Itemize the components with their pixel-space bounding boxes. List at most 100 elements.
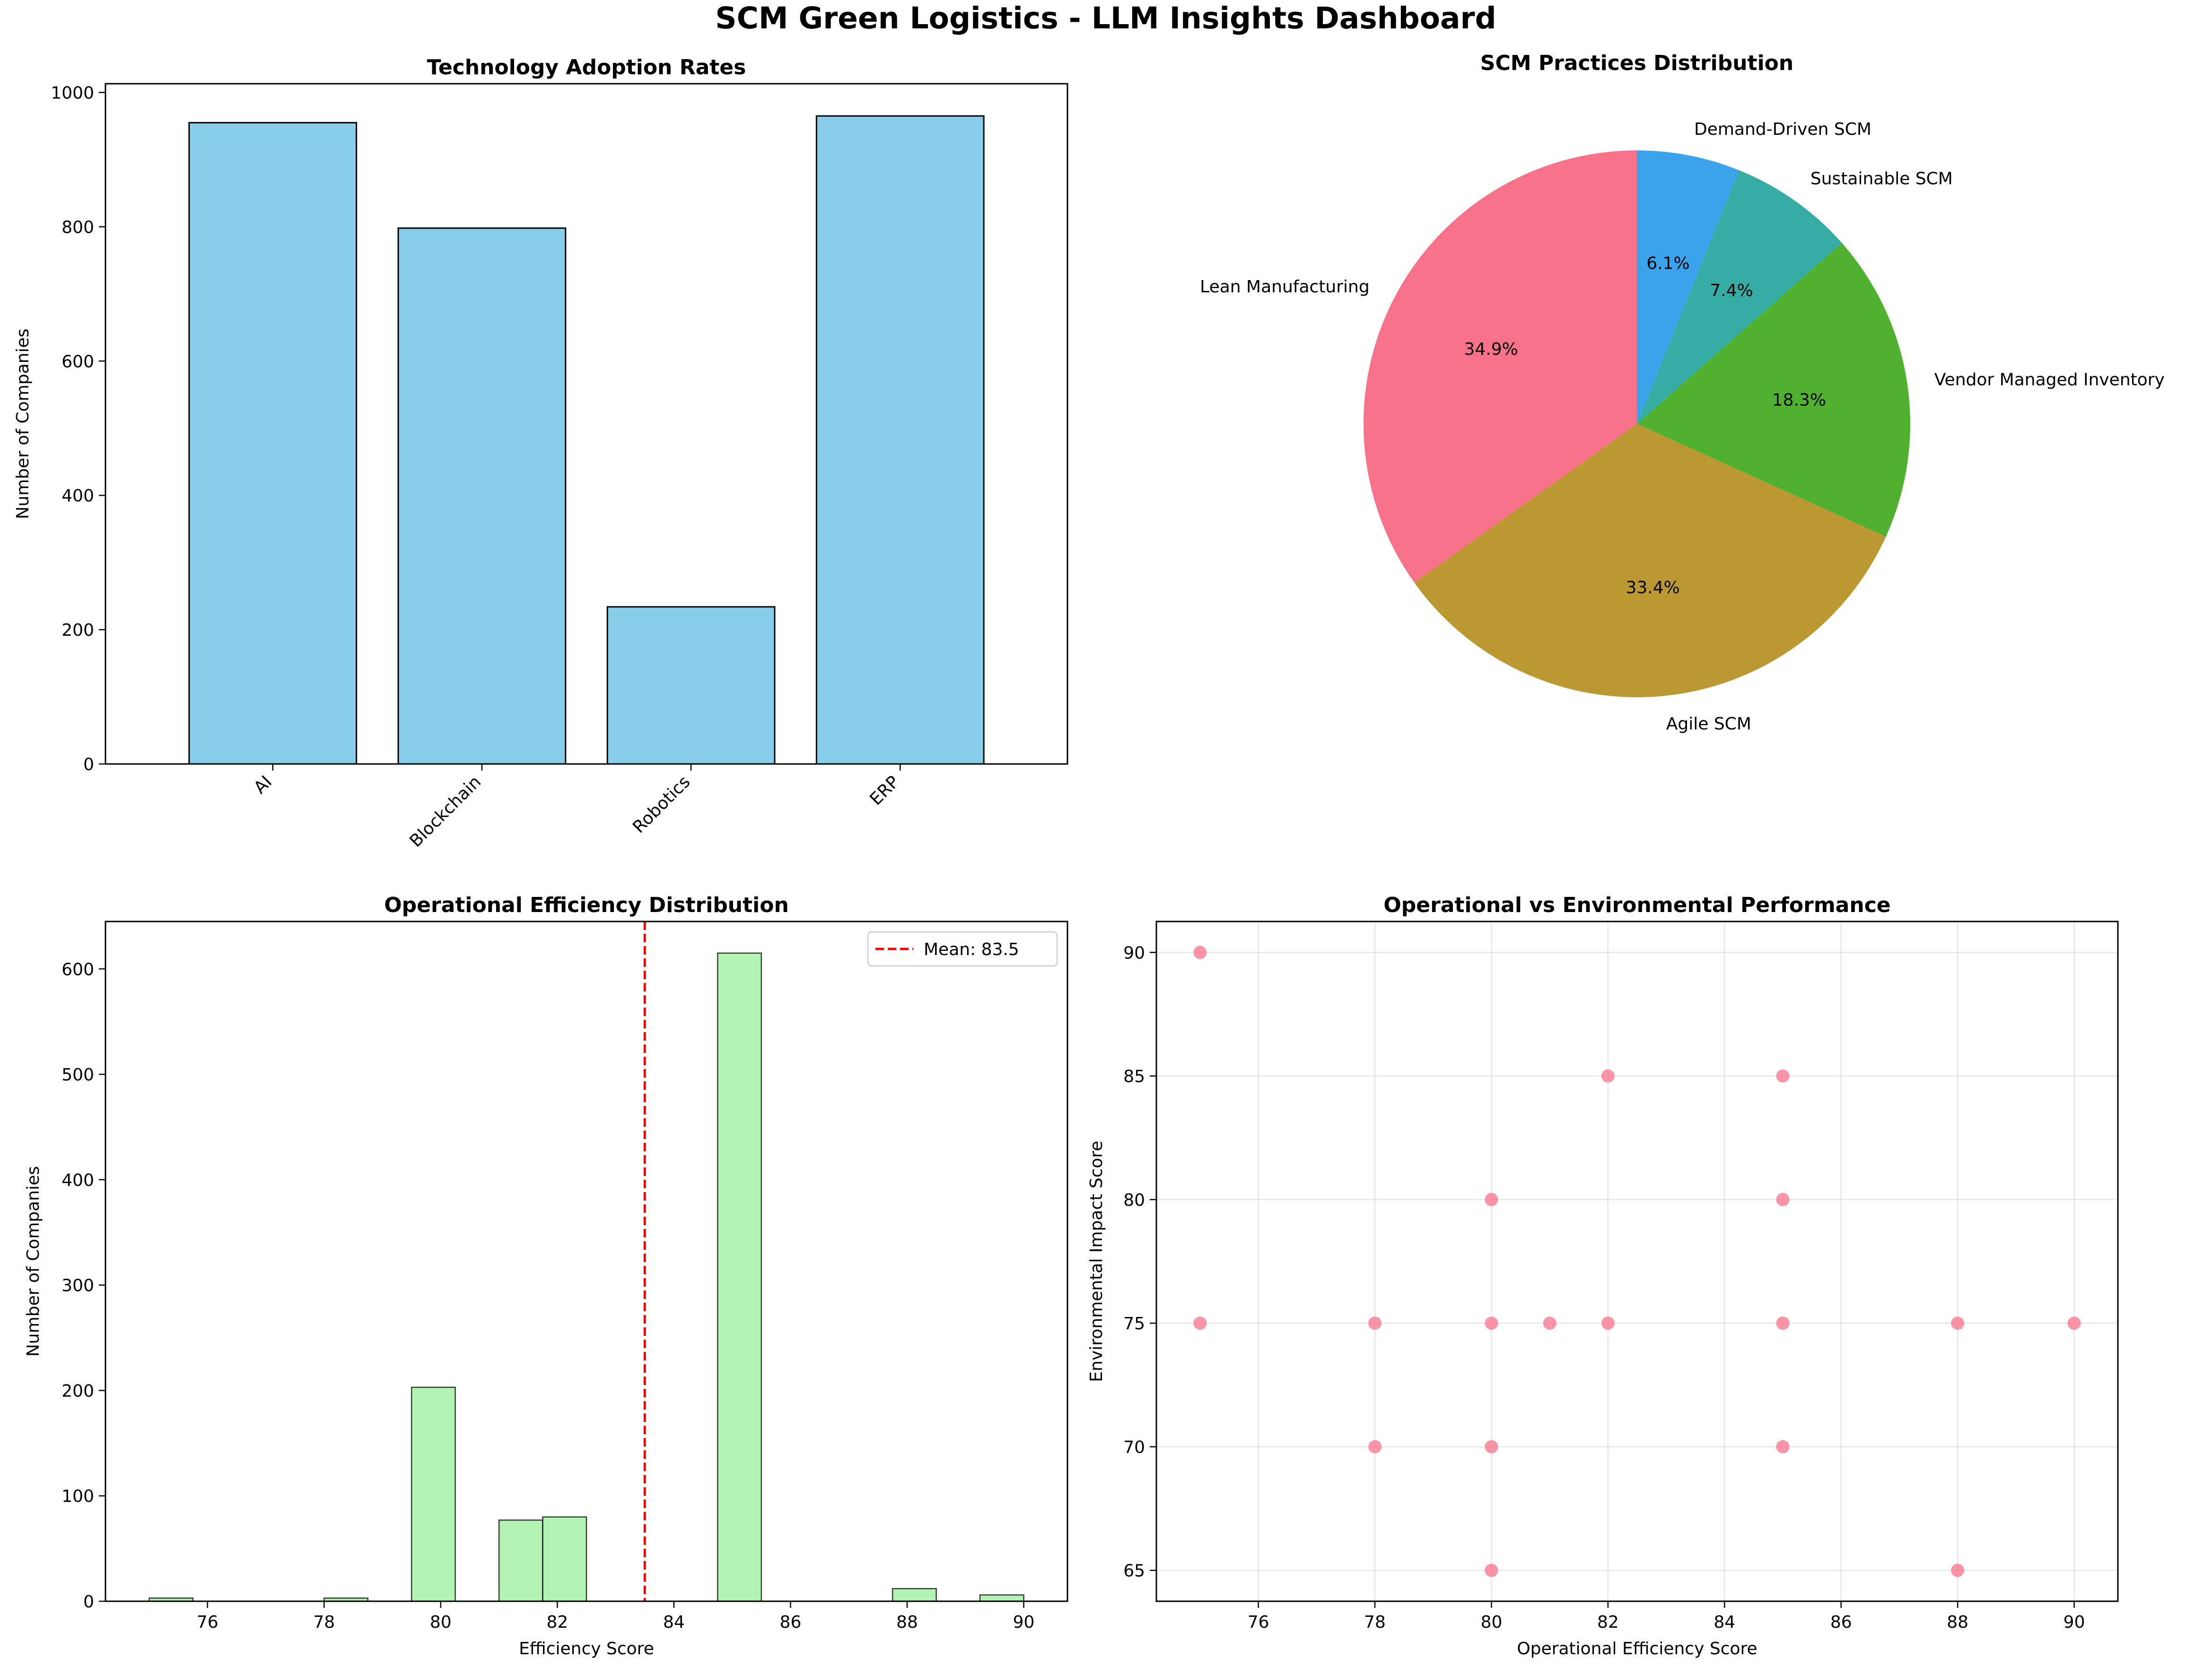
tech-y-tick-label: 800 — [61, 218, 94, 237]
scatter-point — [1193, 946, 1207, 959]
scatter-point — [1368, 1440, 1382, 1454]
pie-slice — [1364, 150, 1637, 583]
scatter-point — [1485, 1563, 1498, 1577]
hist-x-tick-label: 86 — [780, 1613, 802, 1632]
pie-pct-label: 7.4% — [1710, 281, 1753, 300]
scatter-point — [1193, 1316, 1207, 1330]
scatter-point — [1951, 1316, 1965, 1330]
scatter-y-tick-label: 90 — [1123, 943, 1145, 963]
tech-bar-erp — [815, 115, 985, 765]
scatter-point — [1601, 1316, 1615, 1330]
hist-legend: Mean: 83.5 — [867, 931, 1058, 967]
tech-tick-label: Blockchain — [406, 772, 485, 851]
tech-y-label: Number of Companies — [13, 328, 33, 519]
hist-y-tick-label: 100 — [61, 1487, 94, 1506]
scatter-point — [1776, 1316, 1790, 1330]
tech-tick-label: AI — [250, 772, 276, 798]
hist-x-label: Efficiency Score — [519, 1639, 654, 1658]
scatter-point — [2067, 1316, 2081, 1330]
scatter-chart-title: Operational vs Environmental Performance — [1383, 893, 1890, 917]
scatter-point — [1776, 1069, 1790, 1083]
scatter-point — [1776, 1440, 1790, 1454]
hist-y-tick-label: 400 — [61, 1171, 94, 1190]
pie-pct-label: 33.4% — [1626, 578, 1680, 597]
tech-y-tick-label: 0 — [83, 755, 94, 774]
hist-x-tick-label: 90 — [1013, 1613, 1035, 1632]
scatter-y-tick-label: 75 — [1123, 1314, 1145, 1334]
legend-label: Mean: 83.5 — [924, 940, 1019, 959]
pie-category-label: Agile SCM — [1666, 714, 1751, 734]
scatter-point — [1543, 1316, 1556, 1330]
tech-bar-ai — [188, 122, 358, 765]
pie-slice — [1637, 150, 1739, 424]
hist-x-tick-label: 78 — [313, 1613, 335, 1632]
hist-x-tick-label: 76 — [197, 1613, 219, 1632]
tech-axes-frame — [105, 83, 1068, 765]
pie-pct-label: 34.9% — [1464, 340, 1518, 359]
scatter-y-tick-label: 65 — [1123, 1562, 1145, 1581]
hist-y-tick-label: 0 — [83, 1592, 94, 1612]
scatter-x-label: Operational Efficiency Score — [1517, 1639, 1757, 1658]
histogram-bar — [411, 1386, 456, 1602]
dashboard-title: SCM Green Logistics - LLM Insights Dashb… — [715, 1, 1496, 35]
scatter-y-tick-label: 85 — [1123, 1067, 1145, 1087]
tech-tick-label: ERP — [866, 772, 903, 809]
scm-practices-chart: SCM Practices Distribution 34.9% Lean Manu… — [1200, 51, 2165, 734]
scatter-x-tick-label: 82 — [1597, 1613, 1619, 1632]
scatter-point — [1368, 1316, 1382, 1330]
tech-adoption-chart: AI Blockchain Robotics ERP 0 200 400 600 800 1000… — [13, 55, 1068, 851]
scatter-x-tick-label: 90 — [2063, 1613, 2085, 1632]
histogram-bar — [717, 952, 762, 1602]
pie-category-label: Vendor Managed Inventory — [1934, 370, 2165, 390]
tech-tick-label: Robotics — [629, 772, 694, 837]
tech-y-tick-label: 400 — [61, 486, 94, 506]
scatter-x-tick-label: 80 — [1481, 1613, 1503, 1632]
pie-slice — [1414, 424, 1886, 697]
histogram-bar — [979, 1594, 1024, 1602]
tech-y-tick-label: 1000 — [51, 83, 94, 103]
hist-y-tick-label: 200 — [61, 1381, 94, 1401]
hist-x-tick-label: 84 — [663, 1613, 685, 1632]
pie-category-label: Sustainable SCM — [1810, 169, 1953, 189]
tech-bar-robotics — [606, 606, 776, 765]
scatter-x-tick-label: 88 — [1947, 1613, 1968, 1632]
tech-y-tick-label: 200 — [61, 621, 94, 640]
pie-chart-title: SCM Practices Distribution — [1480, 51, 1793, 75]
hist-y-tick-label: 500 — [61, 1065, 94, 1085]
legend-box — [867, 931, 1058, 967]
tech-bar-blockchain — [397, 227, 567, 765]
pie-category-label: Lean Manufacturing — [1200, 277, 1370, 297]
scatter-point — [1776, 1193, 1790, 1206]
tech-y-tick-label: 600 — [61, 352, 94, 371]
scatter-axes-frame — [1155, 921, 2119, 1602]
scatter-x-tick-label: 86 — [1830, 1613, 1852, 1632]
performance-scatter: 76 78 80 82 84 86 88 90 65 70 75 80 85 90 Operational … — [1087, 893, 2119, 1658]
hist-y-tick-label: 600 — [61, 960, 94, 979]
histogram-bar — [892, 1588, 937, 1602]
scatter-x-tick-label: 78 — [1364, 1613, 1386, 1632]
scatter-x-tick-label: 76 — [1248, 1613, 1269, 1632]
hist-x-tick-label: 80 — [430, 1613, 452, 1632]
histogram-bar — [542, 1516, 587, 1602]
scatter-y-label: Environmental Impact Score — [1087, 1141, 1106, 1382]
scatter-y-tick-label: 70 — [1123, 1438, 1145, 1457]
pie-category-label: Demand-Driven SCM — [1694, 120, 1871, 139]
tech-chart-title: Technology Adoption Rates — [427, 55, 746, 79]
hist-y-label: Number of Companies — [24, 1166, 43, 1357]
scatter-point — [1485, 1440, 1498, 1454]
pie-pct-label: 18.3% — [1772, 390, 1826, 410]
hist-x-tick-label: 82 — [546, 1613, 568, 1632]
pie-slice — [1637, 170, 1842, 424]
hist-y-tick-label: 300 — [61, 1276, 94, 1296]
pie-slice — [1637, 243, 1911, 537]
hist-x-tick-label: 88 — [896, 1613, 918, 1632]
efficiency-histogram: 76 78 80 82 84 86 88 90 0 100 200 300 400 500 600 Opera… — [24, 893, 1068, 1658]
scatter-y-tick-label: 80 — [1123, 1191, 1145, 1210]
histogram-bar — [498, 1519, 543, 1602]
scatter-point — [1601, 1069, 1615, 1083]
scatter-x-tick-label: 84 — [1714, 1613, 1735, 1632]
hist-chart-title: Operational Efficiency Distribution — [384, 893, 789, 917]
scatter-point — [1485, 1193, 1498, 1206]
